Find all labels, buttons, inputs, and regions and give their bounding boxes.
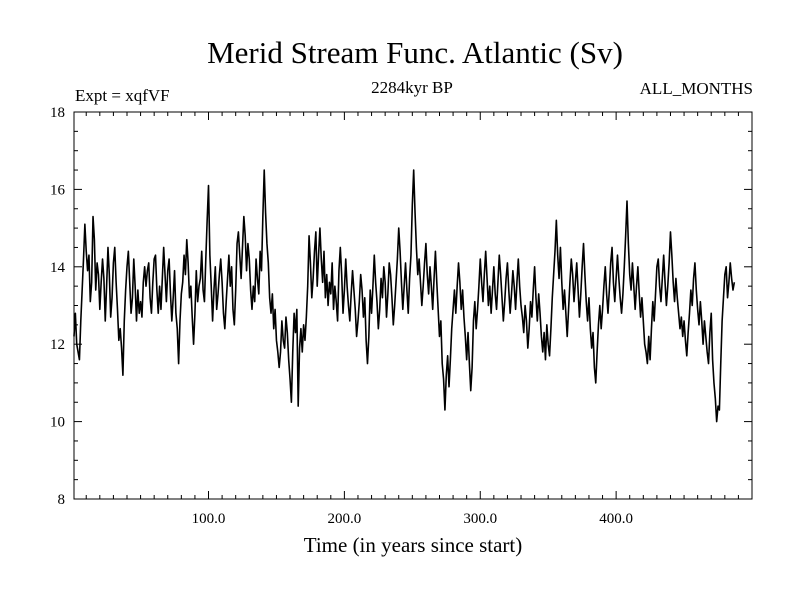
months-label: ALL_MONTHS [640,79,753,98]
x-axis-label: Time (in years since start) [304,533,523,557]
series-line [73,169,736,423]
chart-title: Merid Stream Func. Atlantic (Sv) [207,35,623,70]
x-tick-label: 100.0 [192,511,226,527]
y-tick-label: 14 [50,260,66,276]
y-tick-label: 8 [58,492,66,508]
plot-area: 8 10 12 14 16 18 100.0 200.0 300.0 400.0 [50,105,753,527]
y-tick-label: 16 [50,182,66,198]
x-tick-label: 300.0 [463,511,497,527]
experiment-label: Expt = xqfVF [75,86,170,105]
y-tick-label: 12 [50,337,65,353]
x-tick-label: 400.0 [599,511,633,527]
y-tick-label: 10 [50,415,65,431]
x-tick-label: 200.0 [328,511,362,527]
period-label: 2284kyr BP [371,78,453,97]
y-tick-label: 18 [50,105,65,121]
